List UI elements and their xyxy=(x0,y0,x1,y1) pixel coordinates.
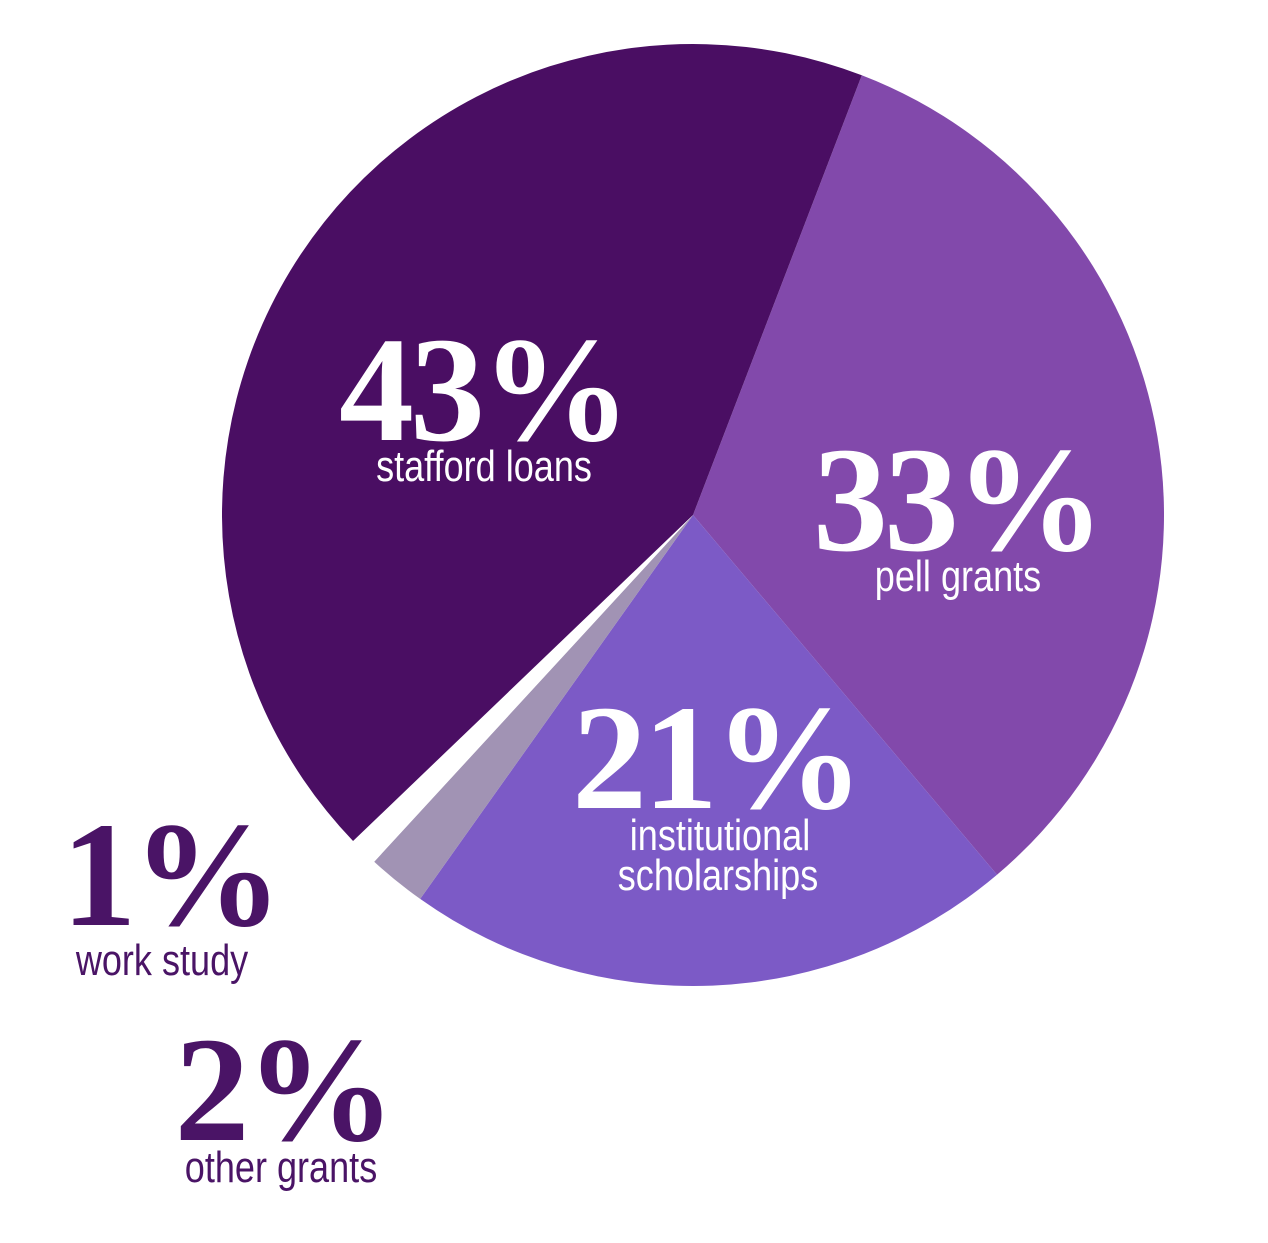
category-label-work-study: work study xyxy=(75,936,249,985)
pie-slice-pell-grants xyxy=(693,75,1165,875)
category-label-pell-grants: pell grants xyxy=(875,552,1041,601)
value-label-institutional-scholarships: 21% xyxy=(572,675,860,841)
value-label-pell-grants: 33% xyxy=(813,417,1101,583)
label-work-study: 1% work study xyxy=(62,792,283,985)
label-pell-grants: 33% pell grants xyxy=(813,417,1105,601)
label-stafford-loans: 43% stafford loans xyxy=(339,307,631,491)
category-label-institutional-line2: scholarships xyxy=(618,851,818,900)
value-label-work-study: 1% xyxy=(62,792,279,958)
label-institutional-scholarships: 21% institutional scholarships xyxy=(572,675,864,900)
value-label-stafford-loans: 43% xyxy=(339,307,627,473)
label-other-grants: 2% other grants xyxy=(175,1007,396,1192)
pie-slice-stafford-loans xyxy=(221,43,862,841)
pie-slice-work-study xyxy=(353,515,693,862)
category-label-stafford-loans: stafford loans xyxy=(376,442,592,491)
pie-slice-other-grants xyxy=(374,515,693,899)
pie-slice-institutional-scholarships xyxy=(420,515,998,986)
category-label-other-grants: other grants xyxy=(185,1143,377,1192)
category-label-institutional-line1: institutional xyxy=(630,811,810,860)
value-label-other-grants: 2% xyxy=(175,1007,392,1173)
pie-slices xyxy=(221,43,1165,986)
